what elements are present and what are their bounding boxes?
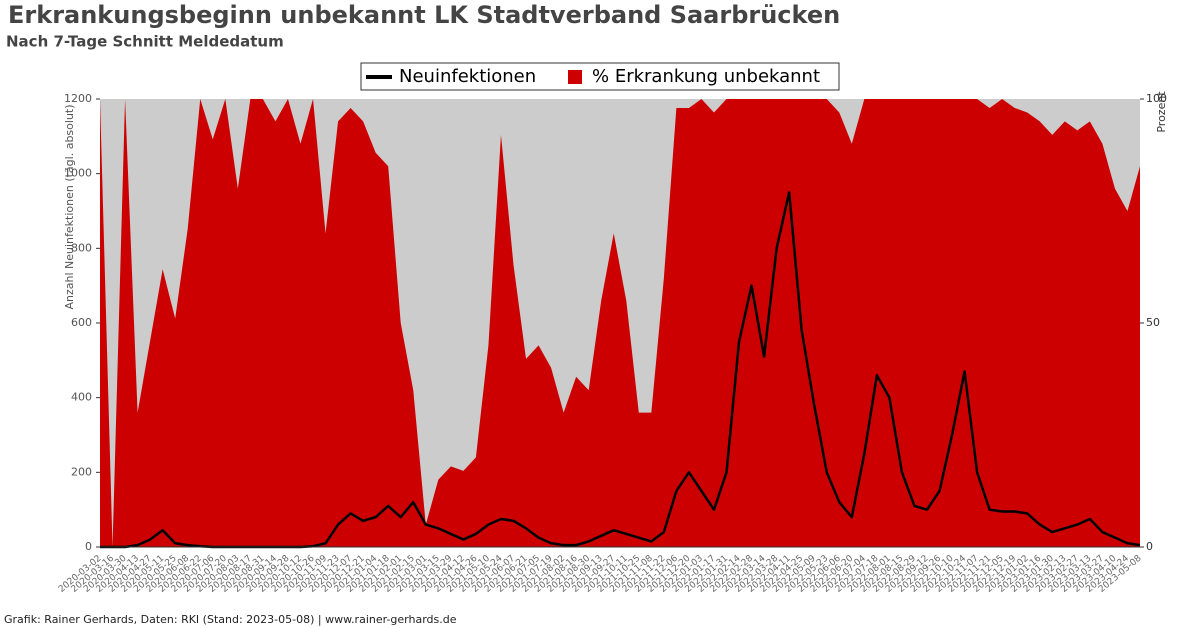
y2-axis-label: Prozent <box>1155 91 1168 133</box>
footer: Grafik: Rainer Gerhards, Daten: RKI (Sta… <box>4 613 457 626</box>
y-tick-label: 600 <box>71 316 92 329</box>
chart-subtitle: Nach 7-Tage Schnitt Meldedatum <box>6 33 284 51</box>
legend-box <box>360 62 840 91</box>
chart-title: Erkrankungsbeginn unbekannt LK Stadtverb… <box>8 1 840 29</box>
y-tick-label: 0 <box>85 540 92 553</box>
legend-swatch <box>568 70 582 84</box>
legend-label: Neuinfektionen <box>399 66 536 87</box>
y-tick-label: 1200 <box>64 92 92 105</box>
percent-area <box>100 99 1140 547</box>
y-tick-label: 1000 <box>64 167 92 180</box>
y-tick-label: 200 <box>71 465 92 478</box>
y2-tick-label: 0 <box>1146 540 1153 553</box>
y-tick-label: 800 <box>71 241 92 254</box>
y-axis-label: Anzahl Neuinfektionen (tägl. absolut) <box>63 104 76 309</box>
legend: Neuinfektionen % Erkrankung unbekannt <box>360 62 840 91</box>
y2-tick-label: 50 <box>1146 316 1160 329</box>
legend-label: % Erkrankung unbekannt <box>592 66 820 87</box>
y2-tick-label: 100 <box>1146 92 1167 105</box>
y-tick-label: 400 <box>71 391 92 404</box>
